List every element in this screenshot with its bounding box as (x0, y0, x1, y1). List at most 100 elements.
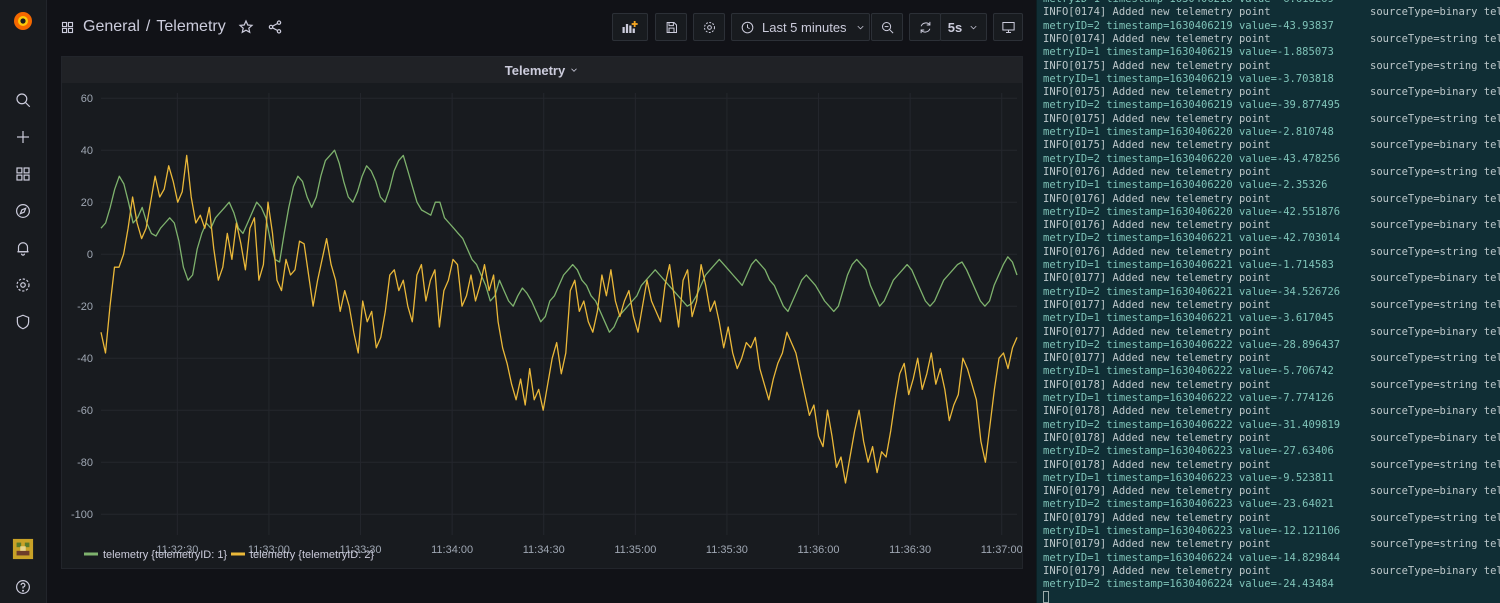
terminal-source-type: sourceType=binary tele (1370, 431, 1500, 444)
terminal-line: INFO[0177] Added new telemetry point (1043, 298, 1271, 311)
dashboards-grid-icon[interactable] (0, 161, 46, 187)
shield-icon[interactable] (0, 309, 46, 335)
x-tick-label: 11:36:00 (798, 544, 840, 556)
terminal-line: metryID=2 timestamp=1630406223 value=-23… (1043, 498, 1334, 511)
x-tick-label: 11:32:30 (156, 544, 198, 556)
terminal-source-type: sourceType=binary tele (1370, 139, 1500, 152)
time-picker-button[interactable]: Last 5 minutes (731, 13, 870, 41)
explore-compass-icon[interactable] (0, 198, 46, 224)
save-dashboard-button[interactable] (655, 13, 687, 41)
breadcrumb-separator: / (145, 18, 151, 35)
terminal-line: metryID=2 timestamp=1630406220 value=-43… (1043, 152, 1341, 165)
y-tick-label: 40 (81, 145, 93, 157)
terminal-source-type: sourceType=binary tele (1370, 272, 1500, 285)
refresh-interval-label: 5s (947, 19, 963, 35)
zoom-out-button[interactable] (871, 13, 903, 41)
series-line-1 (100, 149, 1018, 333)
legend-label: telemetry {telemetryID: 1} (103, 549, 227, 561)
terminal-source-type: sourceType=binary tele (1370, 564, 1500, 577)
y-tick-label: -20 (77, 301, 93, 313)
x-tick-label: 11:34:30 (523, 544, 565, 556)
terminal-line: INFO[0179] Added new telemetry point (1043, 538, 1271, 551)
terminal-line: INFO[0175] Added new telemetry point (1043, 139, 1271, 152)
y-tick-label: 20 (81, 197, 93, 209)
star-icon[interactable] (238, 19, 254, 35)
refresh-button[interactable] (909, 13, 941, 41)
grafana-logo-icon[interactable] (0, 6, 46, 36)
terminal-line: metryID=2 timestamp=1630406222 value=-28… (1043, 338, 1341, 351)
terminal-line: metryID=1 timestamp=1630406223 value=-9.… (1043, 471, 1334, 484)
time-series-chart[interactable]: 60 40 20 0 -20 -40 -60 -80 -100 11:32:30 11:33:00 1… (62, 83, 1022, 569)
terminal-line: metryID=1 timestamp=1630406218 value=-6.… (1043, 0, 1334, 6)
terminal-line: INFO[0178] Added new telemetry point (1043, 378, 1271, 391)
telemetry-panel: Telemetry 60 40 20 0 -20 -40 -60 -80 -100 11:32:3… (61, 56, 1023, 569)
terminal-line: INFO[0179] Added new telemetry point (1043, 485, 1271, 498)
x-tick-label: 11:34:00 (431, 544, 473, 556)
terminal-line: INFO[0175] Added new telemetry point (1043, 59, 1271, 72)
terminal-line: INFO[0177] Added new telemetry point (1043, 352, 1271, 365)
terminal-source-type: sourceType=binary tele (1370, 86, 1500, 99)
terminal-line: metryID=1 timestamp=1630406224 value=-14… (1043, 551, 1341, 564)
terminal-line: INFO[0178] Added new telemetry point (1043, 458, 1271, 471)
terminal-line: metryID=2 timestamp=1630406221 value=-34… (1043, 285, 1341, 298)
terminal-line: INFO[0176] Added new telemetry point (1043, 245, 1271, 258)
terminal-source-type: sourceType=string tele (1370, 298, 1500, 311)
dashboard-settings-button[interactable] (693, 13, 725, 41)
terminal-line: metryID=2 timestamp=1630406224 value=-24… (1043, 578, 1334, 591)
terminal-line: metryID=1 timestamp=1630406222 value=-7.… (1043, 392, 1334, 404)
dashboard-title[interactable]: Telemetry (156, 18, 226, 35)
plus-icon[interactable] (0, 124, 46, 150)
y-tick-label: -40 (77, 353, 93, 365)
terminal-line: metryID=2 timestamp=1630406221 value=-42… (1043, 232, 1341, 245)
breadcrumb: General / Telemetry (60, 16, 283, 38)
terminal-source-type: sourceType=string tele (1370, 165, 1500, 178)
panel-header[interactable]: Telemetry (62, 57, 1022, 83)
terminal-source-type: sourceType=string tele (1370, 32, 1500, 45)
search-icon[interactable] (0, 87, 46, 113)
configuration-gear-icon[interactable] (0, 272, 46, 298)
add-panel-button[interactable] (612, 13, 648, 41)
y-tick-label: -100 (71, 509, 93, 521)
chevron-down-icon (968, 22, 979, 33)
share-icon[interactable] (267, 19, 283, 35)
terminal-source-type: sourceType=string tele (1370, 112, 1500, 125)
terminal-source-type: sourceType=string tele (1370, 538, 1500, 551)
panel-title[interactable]: Telemetry (504, 62, 566, 78)
x-tick-label: 11:35:00 (614, 544, 656, 556)
terminal-log-output[interactable]: metryID=1 timestamp=1630406218 value=-6.… (1036, 0, 1500, 603)
terminal-line: metryID=1 timestamp=1630406220 value=-2.… (1043, 179, 1328, 192)
sidebar (0, 0, 47, 603)
terminal-source-type: sourceType=binary tele (1370, 325, 1500, 338)
terminal-line: INFO[0179] Added new telemetry point (1043, 564, 1271, 577)
terminal-line: INFO[0175] Added new telemetry point (1043, 112, 1271, 125)
terminal-source-type: sourceType=binary tele (1370, 6, 1500, 19)
x-tick-label: 11:36:30 (889, 544, 931, 556)
terminal-line: INFO[0174] Added new telemetry point (1043, 6, 1271, 19)
terminal-line: INFO[0177] Added new telemetry point (1043, 272, 1271, 285)
legend-label: telemetry {telemetryID: 2} (250, 549, 374, 561)
terminal-line: metryID=2 timestamp=1630406223 value=-27… (1043, 445, 1334, 458)
terminal-cursor (1043, 591, 1049, 603)
chevron-down-icon[interactable] (569, 65, 579, 75)
tv-mode-button[interactable] (993, 13, 1023, 41)
terminal-line: INFO[0175] Added new telemetry point (1043, 86, 1271, 99)
terminal-source-type: sourceType=binary tele (1370, 405, 1500, 418)
breadcrumb-folder[interactable]: General (83, 18, 140, 35)
alerting-bell-icon[interactable] (0, 235, 46, 261)
help-icon[interactable] (0, 574, 46, 600)
terminal-line: metryID=1 timestamp=1630406222 value=-5.… (1043, 365, 1334, 378)
refresh-interval-picker[interactable]: 5s (940, 13, 987, 41)
terminal-line: INFO[0177] Added new telemetry point (1043, 325, 1271, 338)
terminal-line: metryID=1 timestamp=1630406221 value=-1.… (1043, 259, 1334, 271)
terminal-line: metryID=1 timestamp=1630406221 value=-3.… (1043, 312, 1334, 325)
y-tick-label: 0 (87, 249, 93, 261)
clock-icon (740, 20, 755, 35)
user-avatar[interactable] (0, 536, 46, 562)
x-tick-label: 11:37:00 (981, 544, 1022, 556)
terminal-line: INFO[0176] Added new telemetry point (1043, 165, 1271, 178)
terminal-line: metryID=1 timestamp=1630406219 value=-3.… (1043, 72, 1334, 85)
terminal-source-type: sourceType=string tele (1370, 352, 1500, 365)
time-range-label: Last 5 minutes (762, 19, 847, 35)
terminal-line: INFO[0179] Added new telemetry point (1043, 511, 1271, 524)
x-tick-label: 11:33:00 (248, 544, 290, 556)
